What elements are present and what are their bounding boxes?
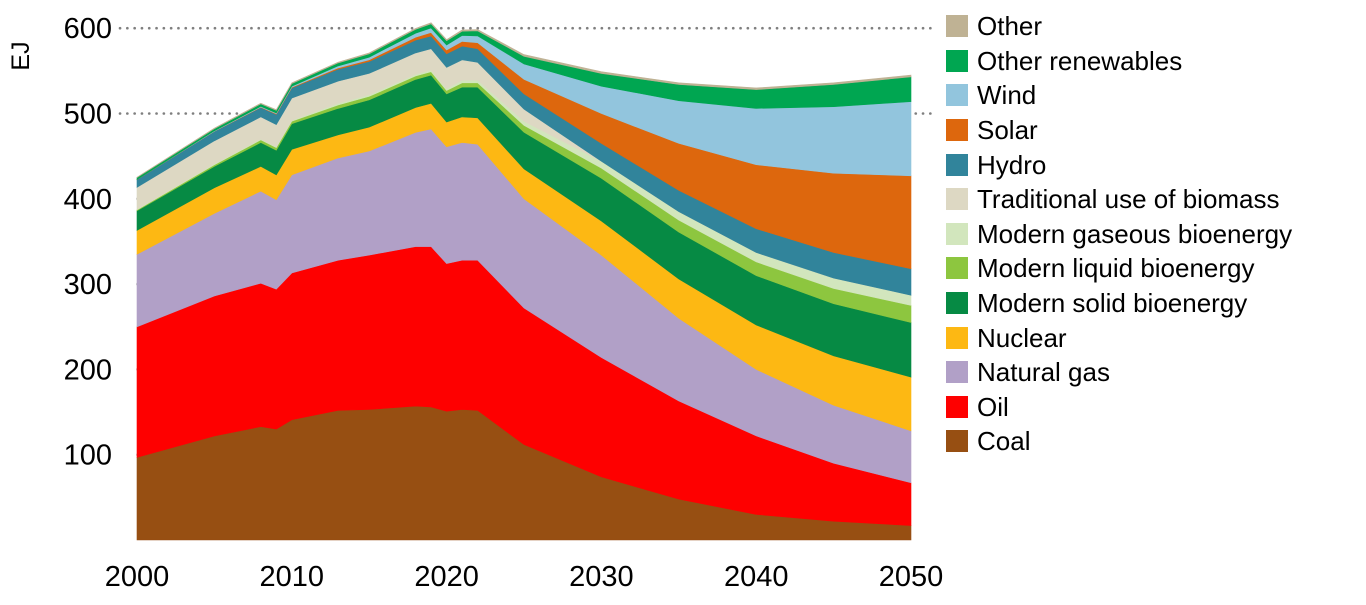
legend-item-coal: Coal (946, 424, 1292, 459)
legend-item-nuclear: Nuclear (946, 320, 1292, 355)
y-tick-label-400: 400 (64, 184, 112, 216)
legend-item-traditional-use-of-biomass: Traditional use of biomass (946, 182, 1292, 217)
legend-label-modern-solid-bioenergy: Modern solid bioenergy (977, 288, 1248, 319)
x-tick-label-2030: 2030 (569, 561, 634, 593)
y-tick-label-100: 100 (64, 440, 112, 472)
legend-swatch-traditional-use-of-biomass (946, 188, 968, 211)
legend-label-solar: Solar (977, 115, 1038, 146)
legend-swatch-other (946, 15, 968, 38)
legend-label-wind: Wind (977, 80, 1037, 111)
legend-item-modern-liquid-bioenergy: Modern liquid bioenergy (946, 251, 1292, 286)
legend-item-other: Other (946, 9, 1292, 44)
legend-item-wind: Wind (946, 78, 1292, 113)
legend-label-nuclear: Nuclear (977, 322, 1067, 353)
x-tick-label-2020: 2020 (414, 561, 479, 593)
legend-swatch-hydro (946, 153, 968, 176)
legend-item-other-renewables: Other renewables (946, 44, 1292, 79)
y-tick-label-200: 200 (64, 354, 112, 386)
x-tick-label-2000: 2000 (105, 561, 170, 593)
legend-swatch-wind (946, 84, 968, 107)
legend-swatch-modern-liquid-bioenergy (946, 257, 968, 280)
legend-label-coal: Coal (977, 426, 1031, 457)
legend-item-natural-gas: Natural gas (946, 355, 1292, 390)
y-tick-label-500: 500 (64, 99, 112, 131)
legend-item-solar: Solar (946, 113, 1292, 148)
legend-label-hydro: Hydro (977, 149, 1047, 180)
area-other (136, 22, 912, 179)
legend-swatch-coal (946, 430, 968, 453)
legend-label-other: Other (977, 11, 1043, 42)
legend-item-hydro: Hydro (946, 147, 1292, 182)
legend-label-modern-gaseous-bioenergy: Modern gaseous bioenergy (977, 218, 1293, 249)
legend-swatch-nuclear (946, 326, 968, 349)
legend-label-other-renewables: Other renewables (977, 45, 1183, 76)
legend-swatch-solar (946, 119, 968, 142)
x-tick-label-2040: 2040 (724, 561, 789, 593)
legend-swatch-other-renewables (946, 49, 968, 72)
y-tick-label-300: 300 (64, 269, 112, 301)
legend-label-modern-liquid-bioenergy: Modern liquid bioenergy (977, 253, 1255, 284)
x-tick-label-2050: 2050 (879, 561, 944, 593)
chart-legend: Other Other renewables Wind Solar Hydro Tradi… (946, 9, 1292, 459)
legend-swatch-modern-gaseous-bioenergy (946, 222, 968, 245)
legend-label-traditional-use-of-biomass: Traditional use of biomass (977, 184, 1280, 215)
legend-swatch-modern-solid-bioenergy (946, 292, 968, 315)
x-tick-label-2010: 2010 (260, 561, 325, 593)
legend-swatch-natural-gas (946, 361, 968, 384)
legend-label-oil: Oil (977, 391, 1009, 422)
legend-item-modern-solid-bioenergy: Modern solid bioenergy (946, 286, 1292, 321)
legend-label-natural-gas: Natural gas (977, 357, 1110, 388)
legend-item-oil: Oil (946, 390, 1292, 425)
legend-swatch-oil (946, 395, 968, 418)
legend-item-modern-gaseous-bioenergy: Modern gaseous bioenergy (946, 217, 1292, 252)
y-axis-unit-label: EJ (6, 41, 35, 71)
y-tick-label-600: 600 (64, 13, 112, 45)
